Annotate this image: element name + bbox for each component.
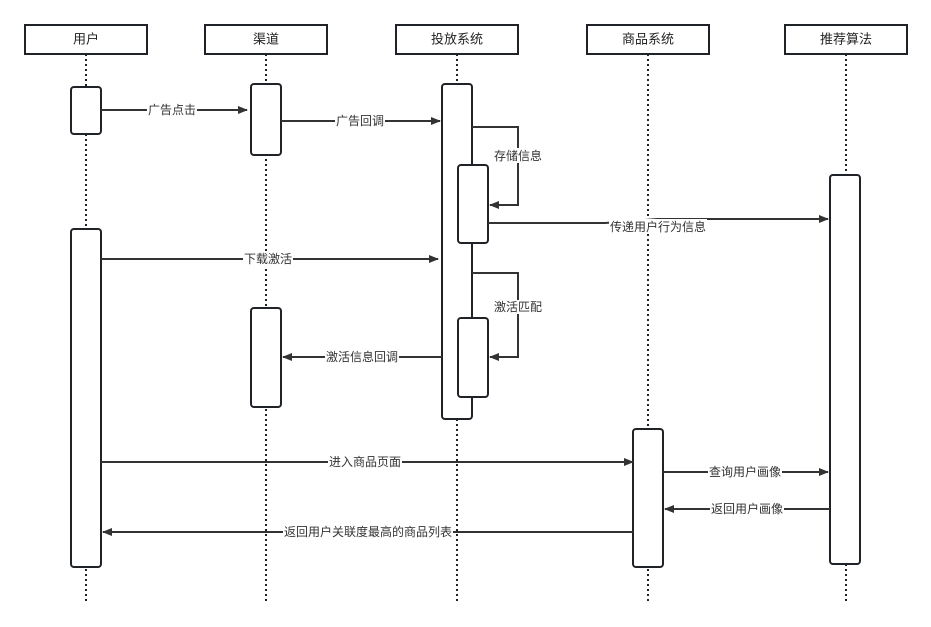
message-arrow: 返回用户画像 [664, 501, 830, 516]
participant-label: 投放系统 [431, 32, 483, 48]
label-background [707, 464, 783, 479]
message-label: 返回用户关联度最高的商品列表 [284, 524, 452, 539]
activation-bar [829, 174, 861, 565]
message-arrow: 返回用户关联度最高的商品列表 [102, 524, 633, 539]
message-label: 进入商品页面 [329, 454, 401, 469]
participant-channel[interactable]: 渠道 [204, 24, 328, 55]
activation-bar [457, 164, 489, 244]
message-arrow: 下载激活 [101, 252, 439, 266]
participant-label: 用户 [73, 32, 99, 48]
label-background [608, 219, 708, 234]
message-arrow: 传递用户行为信息 [488, 215, 829, 234]
participant-user[interactable]: 用户 [24, 24, 148, 55]
message-label: 返回用户画像 [711, 501, 783, 516]
label-background [242, 252, 294, 266]
participant-label: 推荐算法 [820, 33, 872, 48]
message-arrow: 激活信息回调 [282, 349, 442, 364]
participant-box [24, 24, 148, 55]
participant-box [784, 24, 908, 55]
label-background [334, 114, 386, 128]
label-background [709, 501, 785, 516]
participant-box [204, 24, 328, 55]
message-label: 激活匹配 [494, 300, 542, 314]
activation-bar [70, 228, 102, 568]
activation-bar [250, 307, 282, 408]
message-arrow: 查询用户画像 [663, 464, 829, 479]
participant-label: 商品系统 [622, 33, 674, 48]
activation-bar [70, 86, 102, 135]
participant-product[interactable]: 商品系统 [586, 24, 710, 55]
activation-bar [632, 428, 664, 568]
message-arrow: 存储信息 [472, 126, 544, 209]
message-label: 下载激活 [244, 252, 292, 266]
label-background [492, 300, 544, 314]
message-arrow: 广告回调 [281, 114, 441, 128]
message-label: 传递用户行为信息 [610, 219, 706, 234]
message-arrow: 广告点击 [101, 103, 248, 117]
message-line [472, 126, 519, 209]
participant-box [395, 24, 519, 55]
participant-box [586, 24, 710, 55]
participant-recommend[interactable]: 推荐算法 [784, 24, 908, 55]
label-background [327, 454, 403, 469]
label-background [324, 349, 400, 364]
participant-label: 渠道 [253, 33, 279, 48]
message-label: 广告回调 [336, 114, 384, 128]
label-background [146, 103, 198, 117]
message-label: 查询用户画像 [709, 464, 781, 479]
label-background [282, 524, 454, 539]
message-label: 激活信息回调 [326, 349, 398, 364]
label-background [492, 148, 544, 163]
activation-bar [457, 317, 489, 398]
participant-delivery[interactable]: 投放系统 [395, 24, 519, 55]
message-label: 广告点击 [148, 103, 196, 117]
activation-bar [250, 83, 282, 156]
message-line [472, 272, 519, 361]
message-arrow: 激活匹配 [472, 272, 544, 361]
message-arrow: 进入商品页面 [101, 454, 634, 469]
message-label: 存储信息 [494, 148, 542, 163]
